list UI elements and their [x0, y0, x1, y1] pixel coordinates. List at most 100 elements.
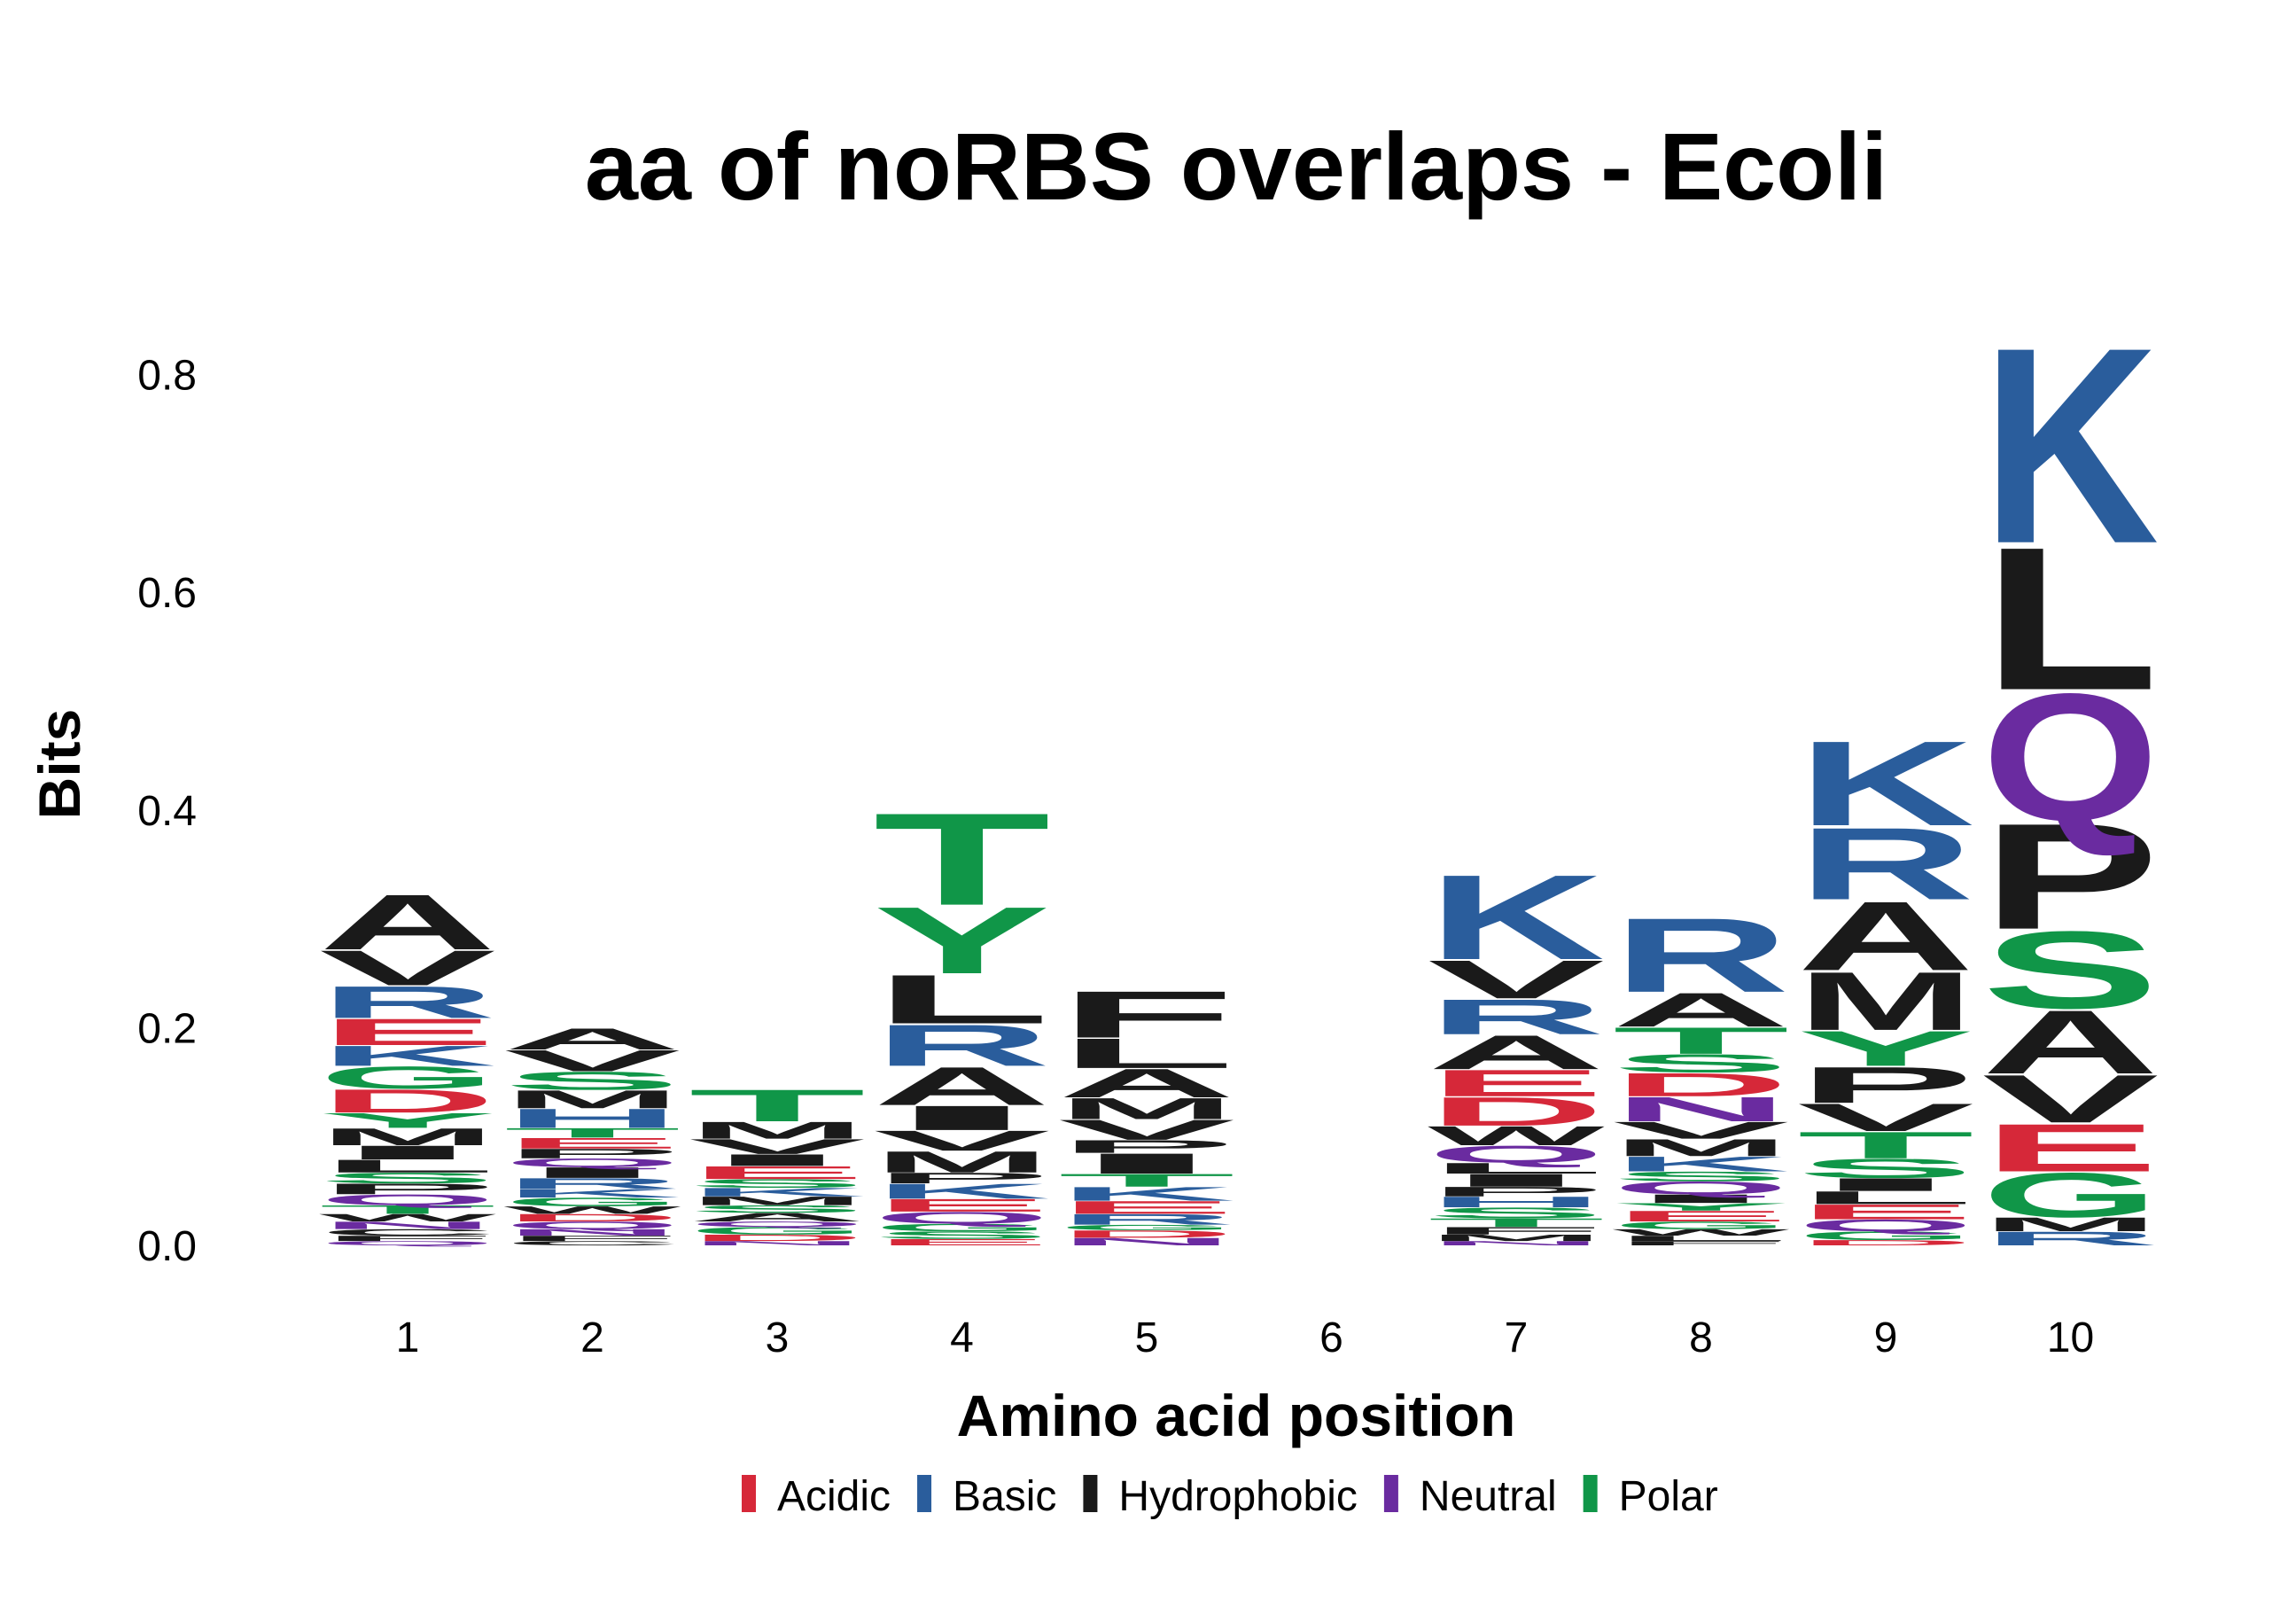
- logo-letter: S: [874, 1229, 1051, 1241]
- logo-letter: T: [874, 785, 1051, 932]
- logo-letter: Y: [874, 887, 1051, 994]
- logo-letter: P: [874, 1170, 1051, 1187]
- chart-title: aa of noRBS overlaps - Ecoli: [585, 113, 1887, 220]
- logo-letter: I: [1797, 1174, 1974, 1195]
- logo-letter: D: [1058, 1228, 1235, 1240]
- logo-letter: P: [504, 1146, 681, 1161]
- logo-letter: D: [1797, 1238, 1974, 1247]
- logo-letter: I: [874, 1098, 1051, 1137]
- logo-letter: V: [873, 1125, 1050, 1157]
- logo-letter: G: [504, 1195, 681, 1208]
- logo-letter: N: [319, 1220, 496, 1231]
- logo-letter: Q: [1428, 1141, 1605, 1168]
- logo-letter: L: [319, 1156, 496, 1176]
- logo-letter: F: [1058, 978, 1235, 1052]
- legend: Acidic Basic Hydrophobic Neutral Polar: [742, 1473, 1718, 1520]
- x-tick-label: 2: [580, 1314, 604, 1361]
- logo-letter: Q: [1982, 657, 2160, 859]
- logo-letter: Q: [1613, 1178, 1790, 1198]
- y-axis-ticks: 0.0 0.2 0.4 0.6 0.8: [137, 353, 197, 1270]
- logo-letter: P: [1058, 1136, 1235, 1157]
- logo-letter: K: [1981, 289, 2159, 602]
- logo-stacks: QFCNWTQPSLIMYDGKERVACFNQDWGKRIQPETHMSVAN…: [319, 289, 2160, 1250]
- logo-letter: K: [1612, 1152, 1789, 1176]
- x-axis-ticks: 1 2 3 4 5 6 7 8 9 10: [396, 1314, 2095, 1361]
- logo-letter: M: [689, 1194, 866, 1207]
- logo-letter: D: [1612, 1066, 1789, 1104]
- logo-letter: M: [1058, 1092, 1235, 1126]
- logo-letter: A: [689, 1211, 866, 1224]
- x-tick-label: 10: [2047, 1314, 2094, 1361]
- logo-letter: D: [319, 1082, 496, 1119]
- logo-letter: S: [689, 1177, 866, 1190]
- legend-swatch: [1583, 1475, 1598, 1512]
- logo-letter: G: [319, 1060, 496, 1096]
- logo-letter: E: [1797, 1200, 1974, 1224]
- y-tick-label: 0.8: [137, 353, 197, 400]
- logo-letter: R: [504, 1175, 681, 1192]
- logo-letter: A: [874, 1056, 1051, 1117]
- logo-letter: K: [1428, 850, 1605, 986]
- y-tick-label: 0.4: [137, 788, 197, 835]
- logo-letter: E: [1613, 1208, 1790, 1225]
- logo-letter: A: [504, 1022, 681, 1056]
- logo-letter: R: [1797, 807, 1974, 921]
- logo-letter: S: [1428, 1205, 1605, 1221]
- logo-letter: S: [1613, 1169, 1790, 1184]
- legend-swatch: [917, 1475, 932, 1512]
- logo-letter: M: [1613, 1135, 1790, 1162]
- logo-letter: M: [689, 1117, 866, 1144]
- logo-letter: Y: [1797, 1021, 1974, 1077]
- x-tick-label: 7: [1505, 1314, 1529, 1361]
- logo-letter: Q: [1797, 1216, 1974, 1235]
- logo-letter: S: [1797, 1153, 1974, 1183]
- logo-letter: T: [504, 1126, 681, 1141]
- x-tick-label: 3: [766, 1314, 790, 1361]
- logo-letter: Y: [1613, 1201, 1790, 1213]
- x-tick-label: 9: [1874, 1314, 1898, 1361]
- logo-letter: E: [1058, 1197, 1235, 1218]
- logo-letter: T: [1058, 1170, 1235, 1190]
- logo-letter: E: [874, 1237, 1051, 1247]
- logo-letter: A: [1058, 1060, 1235, 1105]
- logo-letter: V: [504, 1044, 681, 1078]
- logo-letter: S: [504, 1066, 681, 1095]
- x-tick-label: 1: [396, 1314, 420, 1361]
- logo-letter: I: [319, 1142, 496, 1164]
- logo-letter: A: [1613, 983, 1790, 1037]
- legend-swatch: [742, 1475, 756, 1512]
- logo-letter: N: [689, 1240, 866, 1247]
- logo-letter: I: [1613, 1192, 1790, 1205]
- logo-letter: P: [1982, 792, 2160, 961]
- logo-letter: R: [1428, 989, 1605, 1045]
- logo-letter: V: [1982, 1061, 2160, 1137]
- logo-letter: A: [1797, 881, 1974, 991]
- logo-letter: S: [689, 1203, 866, 1214]
- logo-letter: P: [1797, 1057, 1974, 1114]
- y-tick-label: 0.6: [137, 570, 197, 617]
- logo-letter: D: [504, 1212, 681, 1223]
- logo-letter: Q: [504, 1156, 681, 1169]
- y-tick-label: 0.2: [137, 1005, 197, 1052]
- logo-letter: E: [689, 1163, 866, 1183]
- x-tick-label: 5: [1135, 1314, 1159, 1361]
- logo-letter: C: [319, 1228, 496, 1237]
- logo-letter: G: [1797, 1228, 1974, 1242]
- logo-letter: N: [1058, 1236, 1235, 1247]
- logo-letter: M: [319, 1123, 496, 1150]
- logo-letter: G: [1058, 1223, 1235, 1232]
- legend-label: Acidic: [777, 1473, 891, 1520]
- logo-letter: L: [1613, 1234, 1790, 1243]
- logo-letter: T: [1797, 1124, 1974, 1166]
- logo-letter: V: [1428, 949, 1605, 1010]
- logo-letter: R: [874, 1012, 1051, 1078]
- logo-letter: F: [1428, 1225, 1605, 1236]
- logo-letter: Q: [504, 1220, 681, 1231]
- logo-letter: R: [1981, 1228, 2159, 1250]
- legend-label: Polar: [1619, 1473, 1718, 1520]
- logo-letter: R: [319, 977, 496, 1027]
- logo-letter: E: [1982, 1110, 2160, 1186]
- logo-letter: F: [504, 1234, 681, 1243]
- x-tick-label: 8: [1689, 1314, 1713, 1361]
